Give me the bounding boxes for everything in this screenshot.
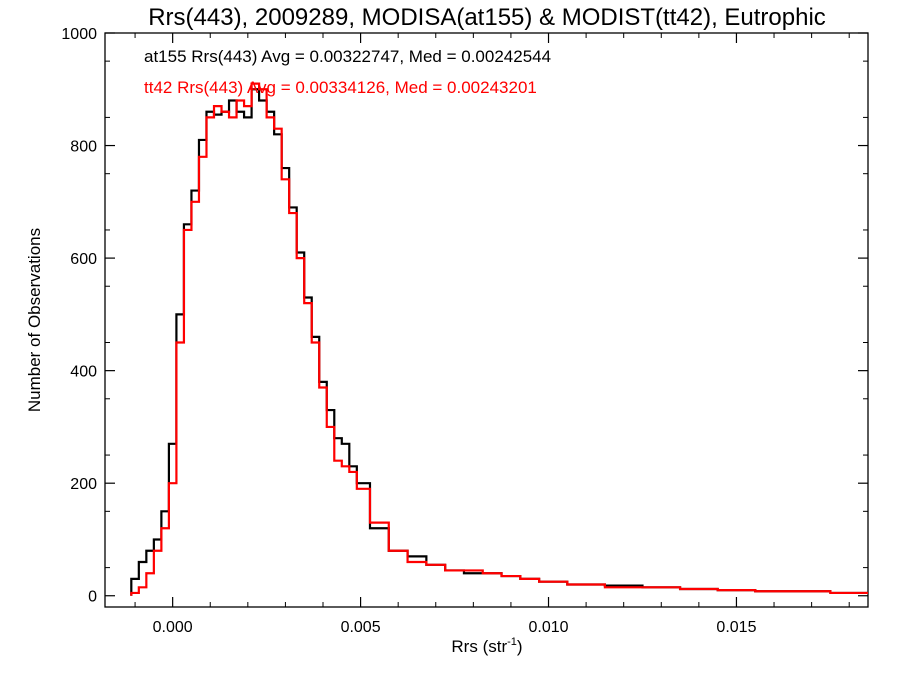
chart-title: Rrs(443), 2009289, MODISA(at155) & MODIS… [148,4,826,31]
x-tick-label: 0.000 [153,619,193,636]
y-tick-label: 600 [70,251,97,268]
y-tick-label: 400 [70,364,97,381]
x-tick-label: 0.015 [716,619,756,636]
y-tick-label: 1000 [61,26,97,43]
x-tick-label: 0.005 [341,619,381,636]
axis-ticks: 0.000 0.005 0.010 0.015 0 200 400 600 800 1000 [61,26,868,636]
y-axis-label: Number of Observations [25,228,44,412]
series-at155-line [130,88,868,596]
plot-frame [104,32,869,608]
x-axis-label: Rrs (str-1) [451,636,522,656]
y-tick-label: 0 [88,589,97,606]
legend-entry-tt42: tt42 Rrs(443) Avg = 0.00334126, Med = 0.… [144,78,537,97]
series-group [130,82,868,596]
y-tick-label: 200 [70,476,97,493]
y-tick-label: 800 [70,139,97,156]
x-tick-label: 0.010 [528,619,568,636]
series-tt42-line [130,82,868,596]
legend-entry-at155: at155 Rrs(443) Avg = 0.00322747, Med = 0… [144,47,551,66]
